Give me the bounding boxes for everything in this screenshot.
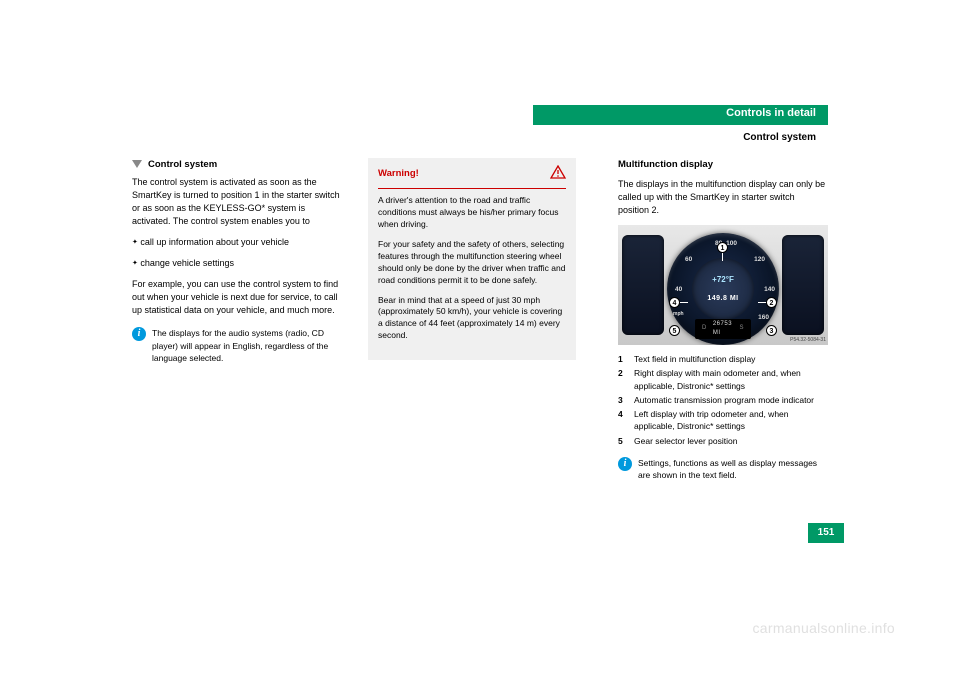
info-icon: i: [618, 457, 632, 471]
legend-num-1: 1: [618, 353, 634, 365]
callout-4: 4: [669, 297, 680, 308]
right-side-gauge: [782, 235, 824, 335]
legend-1: Text field in multifunction display: [634, 353, 755, 365]
callout-3: 3: [766, 325, 777, 336]
tick-160: 160: [758, 313, 769, 322]
left-side-gauge: [622, 235, 664, 335]
page-number: 151: [808, 523, 844, 543]
warn-p1: A driver's attention to the road and tra…: [378, 195, 566, 231]
callout-5: 5: [669, 325, 680, 336]
gauge-center: +72°F 149.8 MI: [692, 258, 754, 320]
tick-140: 140: [764, 285, 775, 294]
col1-bullet1: call up information about your vehicle: [132, 236, 340, 249]
gauge-figure: 40 60 80 100 120 140 160 mph +72°F 149.8…: [618, 225, 828, 345]
legend-4: Left display with trip odometer and, whe…: [634, 408, 828, 433]
middle-column: Warning! A driver's attention to the roa…: [368, 158, 576, 360]
tick-120: 120: [754, 255, 765, 264]
watermark: carmanualsonline.info: [753, 620, 896, 636]
legend-num-5: 5: [618, 435, 634, 447]
warning-body: A driver's attention to the road and tra…: [368, 195, 576, 360]
legend-2: Right display with main odometer and, wh…: [634, 367, 828, 392]
warn-p3: Bear in mind that at a speed of just 30 …: [378, 295, 566, 343]
page: Controls in detail Control system Contro…: [0, 0, 960, 678]
col1-p1: The control system is activated as soon …: [132, 176, 340, 228]
callout-1: 1: [717, 242, 728, 253]
left-column: Control system The control system is act…: [132, 158, 340, 364]
col3-title: Multifunction display: [618, 158, 828, 172]
col1-p2: For example, you can use the control sys…: [132, 278, 340, 317]
section-heading: Control system: [148, 158, 217, 172]
legend-num-3: 3: [618, 394, 634, 406]
section-marker-icon: [132, 160, 142, 168]
legend: 1Text field in multifunction display 2Ri…: [618, 353, 828, 447]
info-icon: i: [132, 327, 146, 341]
col1-body: The control system is activated as soon …: [132, 176, 340, 317]
image-ref: P54.32-5084-31: [790, 337, 826, 344]
warn-p2: For your safety and the safety of others…: [378, 239, 566, 287]
warning-box: Warning! A driver's attention to the roa…: [368, 158, 576, 360]
right-column: Multifunction display The displays in th…: [618, 158, 828, 482]
callout-line-1: [722, 253, 723, 261]
warning-triangle-icon: [550, 164, 566, 184]
legend-3: Automatic transmission program mode indi…: [634, 394, 814, 406]
col3-note-text: Settings, functions as well as display m…: [638, 457, 828, 482]
tick-60: 60: [685, 255, 692, 264]
col1-bullet2: change vehicle settings: [132, 257, 340, 270]
legend-5: Gear selector lever position: [634, 435, 737, 447]
tick-40: 40: [675, 285, 682, 294]
gauge-trip: 149.8 MI: [692, 294, 754, 304]
col3-info-note: i Settings, functions as well as display…: [618, 457, 828, 482]
warning-rule: [378, 188, 566, 189]
col3-p1: The displays in the multifunction displa…: [618, 178, 828, 217]
callout-2: 2: [766, 297, 777, 308]
header-subtitle: Control system: [743, 132, 816, 143]
gauge-odometer: D 26753 MI S: [695, 319, 751, 339]
mph-label: mph: [673, 311, 684, 318]
legend-num-2: 2: [618, 367, 634, 392]
info-note: i The displays for the audio systems (ra…: [132, 327, 340, 364]
info-text: The displays for the audio systems (radi…: [152, 327, 340, 364]
legend-num-4: 4: [618, 408, 634, 433]
gauge-temp: +72°F: [692, 274, 754, 286]
warning-label: Warning!: [378, 167, 419, 181]
header-title: Controls in detail: [726, 107, 816, 119]
